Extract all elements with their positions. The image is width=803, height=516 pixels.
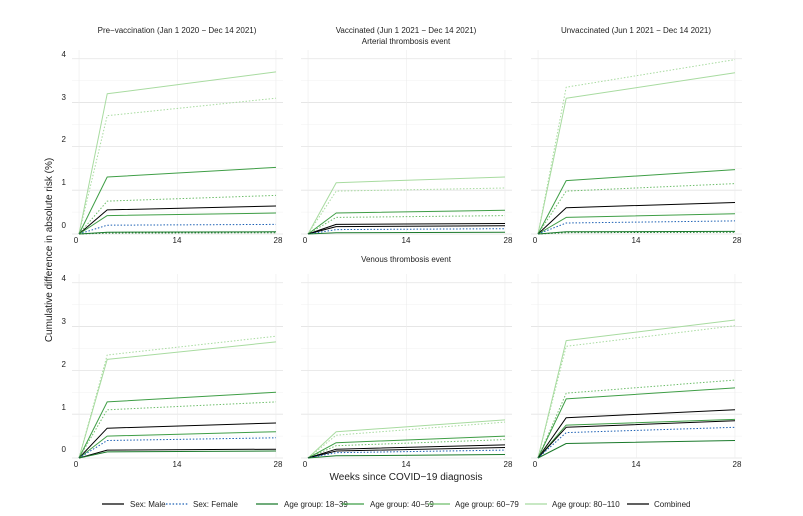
x-tick-label: 28 <box>504 236 513 245</box>
y-tick-label: 1 <box>62 178 67 187</box>
legend-label-age-80-110: Age group: 80−110 <box>552 500 620 509</box>
series-line <box>78 422 277 459</box>
x-tick-label: 0 <box>74 460 79 469</box>
series-line <box>537 213 736 235</box>
y-tick-label: 0 <box>62 445 67 454</box>
row-title-arterial: Arterial thrombosis event <box>362 37 451 46</box>
x-tick-label: 14 <box>402 460 411 469</box>
series-line <box>78 391 277 459</box>
series-line <box>78 448 277 459</box>
series-line <box>537 409 736 459</box>
x-tick-label: 28 <box>274 236 283 245</box>
x-tick-label: 0 <box>74 236 79 245</box>
series-line <box>537 72 736 235</box>
row-title-venous: Venous thrombosis event <box>361 255 452 264</box>
series-line <box>78 205 277 235</box>
x-tick-label: 28 <box>274 460 283 469</box>
series-line <box>307 419 506 459</box>
series-line <box>537 230 736 235</box>
series-line <box>537 220 736 235</box>
y-tick-label: 4 <box>62 274 67 283</box>
series-line <box>307 209 506 235</box>
x-tick-label: 28 <box>504 460 513 469</box>
column-title-unvaccinated: Unvaccinated (Jun 1 2021 − Dec 14 2021) <box>561 26 711 35</box>
series-line <box>307 439 506 459</box>
y-tick-label: 3 <box>62 317 67 326</box>
series-line <box>78 97 277 235</box>
series-line <box>307 435 506 459</box>
series-line <box>307 215 506 235</box>
series-line <box>307 447 506 459</box>
series-line <box>78 166 277 235</box>
y-tick-label: 2 <box>62 360 67 369</box>
series-line <box>78 335 277 459</box>
legend-label-age-40-59: Age group: 40−59 <box>370 500 434 509</box>
y-tick-label: 0 <box>62 221 67 230</box>
x-tick-label: 0 <box>303 460 308 469</box>
series-line <box>537 59 736 235</box>
x-axis-label: Weeks since COVID−19 diagnosis <box>330 472 483 483</box>
series-line <box>537 325 736 459</box>
series-line <box>307 421 506 459</box>
y-tick-label: 1 <box>62 403 67 412</box>
series-line <box>537 387 736 459</box>
x-tick-label: 0 <box>533 460 538 469</box>
series-line <box>537 169 736 235</box>
series-line <box>78 431 277 459</box>
series-line <box>78 401 277 459</box>
series-line <box>78 71 277 235</box>
series-line <box>307 225 506 235</box>
series-line <box>537 202 736 235</box>
y-tick-label: 2 <box>62 135 67 144</box>
series-line <box>307 231 506 235</box>
y-axis-label: Cumulative difference in absolute risk (… <box>44 158 55 342</box>
legend-label-combined: Combined <box>654 500 690 509</box>
legend-label-age-60-79: Age group: 60−79 <box>455 500 519 509</box>
column-title-pre-vaccination: Pre−vaccination (Jan 1 2020 − Dec 14 202… <box>98 26 257 35</box>
series-line <box>307 454 506 459</box>
x-tick-label: 14 <box>632 460 641 469</box>
series-line <box>78 194 277 235</box>
x-tick-label: 28 <box>733 460 742 469</box>
legend-label-sex-male: Sex: Male <box>130 500 166 509</box>
series-line <box>307 223 506 235</box>
series-line <box>78 223 277 235</box>
series-line <box>78 341 277 459</box>
x-tick-label: 14 <box>402 236 411 245</box>
series-line <box>537 440 736 459</box>
series-line <box>307 176 506 235</box>
series-line <box>307 444 506 459</box>
legend-label-sex-female: Sex: Female <box>193 500 238 509</box>
series-line <box>78 437 277 459</box>
x-tick-label: 14 <box>173 236 182 245</box>
series-line <box>307 187 506 235</box>
x-tick-label: 0 <box>533 236 538 245</box>
series-line <box>537 379 736 459</box>
y-tick-label: 3 <box>62 93 67 102</box>
column-title-vaccinated: Vaccinated (Jun 1 2021 − Dec 14 2021) <box>336 26 477 35</box>
series-line <box>78 212 277 235</box>
series-line <box>78 231 277 235</box>
series-line <box>78 450 277 459</box>
x-tick-label: 14 <box>173 460 182 469</box>
x-tick-label: 28 <box>733 236 742 245</box>
series-line <box>537 420 736 459</box>
series-line <box>537 183 736 235</box>
x-tick-label: 0 <box>303 236 308 245</box>
legend-label-age-18-39: Age group: 18−39 <box>284 500 348 509</box>
x-tick-label: 14 <box>632 236 641 245</box>
y-tick-label: 4 <box>62 50 67 59</box>
